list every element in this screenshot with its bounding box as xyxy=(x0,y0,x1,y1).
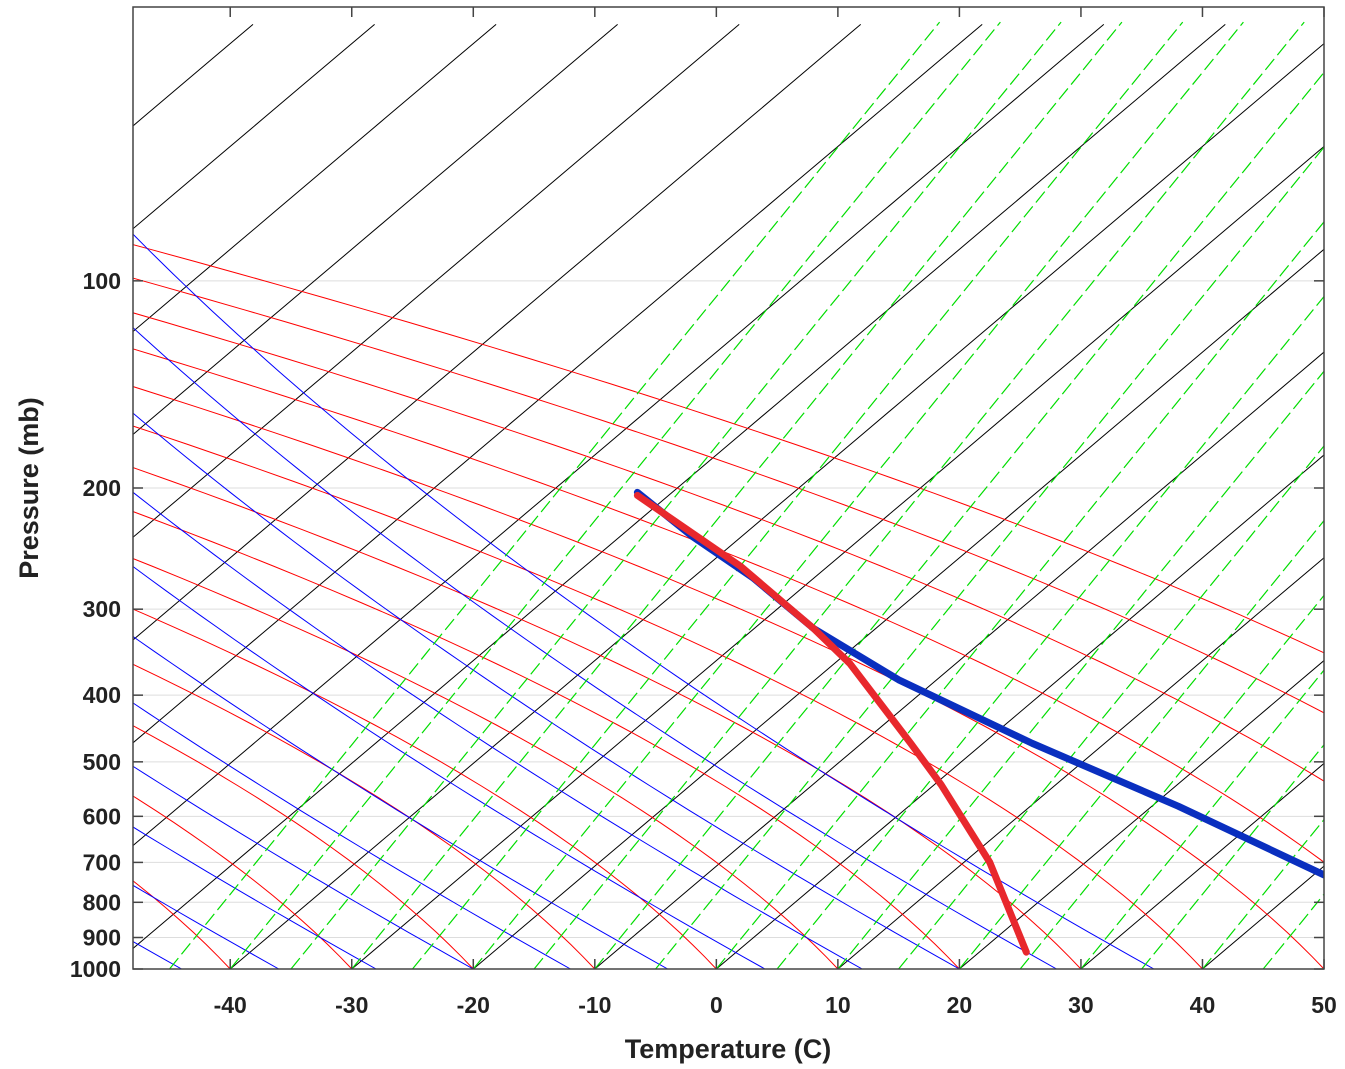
mixing-ratio-line xyxy=(1019,594,1324,969)
isotherm-line xyxy=(0,24,10,969)
moist-adiabat-line xyxy=(133,233,1155,969)
isotherm-line xyxy=(1323,968,1324,969)
thermodynamic-background-lines xyxy=(0,21,1324,969)
moist-adiabat-line xyxy=(133,491,863,969)
mixing-ratio-line xyxy=(776,295,1324,969)
y-tick-label: 400 xyxy=(83,682,121,708)
mixing-ratio-line xyxy=(169,21,941,969)
y-tick-label: 1000 xyxy=(70,956,121,982)
dry-adiabat-line xyxy=(133,511,960,969)
mixing-ratio-line xyxy=(958,519,1324,969)
mixing-ratio-line xyxy=(1080,669,1324,969)
x-axis: -40 -30 -20 -10 0 10 20 30 40 50 xyxy=(214,7,1337,1018)
x-tick-label: -40 xyxy=(214,992,247,1018)
mixing-ratio-line xyxy=(898,444,1324,969)
dry-adiabat-line xyxy=(133,348,1324,863)
x-tick-label: 20 xyxy=(947,992,973,1018)
dry-adiabat-line xyxy=(133,425,1203,969)
y-tick-label: 600 xyxy=(83,803,121,829)
isotherm-line xyxy=(133,24,1226,950)
mixing-ratio-line xyxy=(715,220,1324,969)
isotherm-line xyxy=(472,248,1324,969)
x-tick-label: 0 xyxy=(710,992,723,1018)
mixing-ratio-line xyxy=(837,370,1324,969)
isotherm-line xyxy=(837,557,1324,969)
y-axis-label: Pressure (mb) xyxy=(14,397,44,579)
dry-adiabat-line xyxy=(133,312,1324,782)
mixing-ratio-line xyxy=(594,71,1324,969)
x-tick-label: -10 xyxy=(578,992,611,1018)
x-tick-label: -30 xyxy=(335,992,368,1018)
mixing-ratio-line xyxy=(412,21,1184,969)
sounding-series-2 xyxy=(633,491,1030,956)
dry-adiabat-line xyxy=(133,795,353,969)
isotherm-line xyxy=(133,24,497,333)
y-tick-label: 800 xyxy=(83,889,121,915)
isotherm-line xyxy=(133,24,1105,847)
x-tick-label: 30 xyxy=(1068,992,1094,1018)
moist-adiabat-line xyxy=(133,326,1057,969)
x-axis-label: Temperature (C) xyxy=(625,1034,832,1064)
mixing-ratio-line xyxy=(472,21,1244,969)
isotherm-line xyxy=(594,351,1324,969)
moist-adiabat-line xyxy=(133,765,474,969)
y-tick-label: 700 xyxy=(83,849,121,875)
dry-adiabat-line xyxy=(133,277,1324,714)
x-tick-label: 10 xyxy=(825,992,851,1018)
isotherm-line xyxy=(133,24,740,538)
mixing-ratio-line xyxy=(655,146,1324,969)
x-tick-label: -20 xyxy=(457,992,490,1018)
moist-adiabat-line xyxy=(133,412,960,969)
moist-adiabat-line xyxy=(133,565,766,969)
mixing-ratio-line xyxy=(229,21,1001,969)
dry-adiabat-line xyxy=(133,386,1324,969)
isotherm-line xyxy=(133,24,375,230)
y-axis: 100 200 300 400 500 600 700 800 900 1000 xyxy=(70,268,1324,982)
isotherm-line xyxy=(959,659,1324,969)
mixing-ratio-line xyxy=(1323,968,1324,969)
isotherm-line xyxy=(1080,762,1324,969)
dry-adiabat-line xyxy=(133,663,596,969)
isotherm-line xyxy=(715,454,1324,969)
mixing-ratio-line xyxy=(351,21,1123,969)
isotherm-line xyxy=(133,24,862,641)
dry-adiabat-line xyxy=(133,608,717,969)
y-tick-label: 300 xyxy=(83,596,121,622)
mixing-ratio-line xyxy=(1141,743,1324,969)
isotherm-line xyxy=(351,145,1324,969)
isotherm-line xyxy=(133,24,618,436)
y-tick-label: 900 xyxy=(83,925,121,951)
mixing-ratio-line xyxy=(290,21,1062,969)
y-tick-label: 500 xyxy=(83,749,121,775)
y-tick-label: 100 xyxy=(83,268,121,294)
x-tick-label: 50 xyxy=(1311,992,1337,1018)
sounding-lines xyxy=(633,488,1324,956)
moist-adiabat-line xyxy=(133,635,668,969)
dry-adiabat-line xyxy=(133,557,839,969)
isotherm-line xyxy=(229,42,1324,969)
y-tick-label: 200 xyxy=(83,475,121,501)
dry-adiabat-line xyxy=(133,725,474,969)
x-tick-label: 40 xyxy=(1190,992,1216,1018)
dry-adiabat-line xyxy=(133,244,1324,654)
isotherm-line xyxy=(133,24,983,744)
mixing-ratio-line xyxy=(533,21,1305,969)
moist-adiabat-line xyxy=(133,702,571,969)
